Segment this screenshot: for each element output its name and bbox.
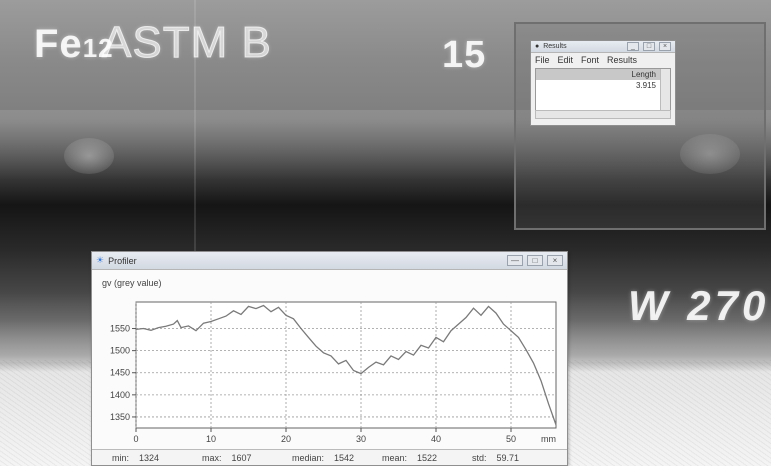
x-tick-label: 10 bbox=[206, 434, 216, 444]
minimize-button[interactable]: _ bbox=[627, 42, 639, 51]
maximize-button[interactable]: □ bbox=[643, 42, 655, 51]
x-axis-unit: mm bbox=[541, 434, 556, 444]
y-tick-label: 1450 bbox=[110, 368, 130, 378]
menu-results[interactable]: Results bbox=[607, 55, 638, 65]
results-window-icon: ● bbox=[535, 43, 540, 50]
results-title: Results bbox=[543, 43, 567, 50]
stat-mean: mean: 1522 bbox=[382, 452, 438, 463]
menu-file[interactable]: File bbox=[535, 55, 550, 65]
x-tick-label: 0 bbox=[133, 434, 138, 444]
horizontal-scrollbar[interactable] bbox=[535, 110, 671, 119]
menu-font[interactable]: Font bbox=[581, 55, 600, 65]
x-tick-label: 40 bbox=[431, 434, 441, 444]
profiler-title: Profiler bbox=[108, 255, 137, 266]
plot-frame bbox=[135, 301, 557, 429]
close-button[interactable]: × bbox=[659, 42, 671, 51]
marker-astm: ASTM B bbox=[102, 18, 272, 68]
weld-indication-left bbox=[64, 138, 114, 174]
stat-max: max: 1607 bbox=[202, 452, 252, 463]
maximize-button[interactable]: □ bbox=[527, 255, 543, 266]
marker-w270: W 270 bbox=[628, 282, 770, 329]
y-tick-label: 1350 bbox=[110, 412, 130, 422]
menu-edit[interactable]: Edit bbox=[557, 55, 574, 65]
x-tick-label: 20 bbox=[281, 434, 291, 444]
results-table[interactable]: Length 3.915 bbox=[535, 68, 671, 114]
table-row[interactable]: 3.915 bbox=[635, 81, 656, 90]
profile-plot[interactable]: 0 10 20 30 40 50 1350 1400 1450 1500 1550 gv (grey … bbox=[92, 270, 569, 450]
film-crease-line bbox=[194, 0, 196, 360]
profiler-stats-bar: min: 1324 max: 1607 median: 1542 mean: 1522 … bbox=[92, 449, 567, 465]
profile-line bbox=[135, 304, 557, 426]
column-header-length[interactable]: Length bbox=[536, 69, 670, 80]
y-tick-label: 1400 bbox=[110, 390, 130, 400]
stat-median: median: 1542 bbox=[292, 452, 355, 463]
results-menubar: File Edit Font Results bbox=[531, 53, 675, 66]
marker-fe: Fe12 bbox=[34, 22, 114, 66]
profiler-titlebar[interactable]: ☀ Profiler — □ × bbox=[92, 252, 567, 270]
results-titlebar[interactable]: ● Results _ □ × bbox=[531, 41, 675, 53]
marker-fraction: 12 bbox=[82, 33, 114, 63]
vertical-scrollbar[interactable] bbox=[660, 69, 670, 113]
marker-number: 15 bbox=[442, 34, 487, 76]
y-tick-label: 1550 bbox=[110, 324, 130, 334]
y-axis-label: gv (grey value) bbox=[102, 278, 162, 288]
results-window[interactable]: ● Results _ □ × File Edit Font Results L… bbox=[530, 40, 676, 126]
profiler-window[interactable]: ☀ Profiler — □ × 0 10 20 30 40 50 1350 1400 1450… bbox=[91, 251, 568, 466]
close-button[interactable]: × bbox=[547, 255, 563, 266]
y-tick-label: 1500 bbox=[110, 346, 130, 356]
stat-std: std: 59.71 bbox=[472, 452, 520, 463]
minimize-button[interactable]: — bbox=[507, 255, 523, 266]
x-tick-label: 30 bbox=[356, 434, 366, 444]
profiler-window-icon: ☀ bbox=[96, 255, 105, 265]
weld-indication-right bbox=[680, 134, 740, 174]
x-tick-label: 50 bbox=[506, 434, 516, 444]
results-selection-region[interactable]: ● Results _ □ × File Edit Font Results L… bbox=[514, 22, 766, 230]
stat-min: min: 1324 bbox=[112, 452, 160, 463]
